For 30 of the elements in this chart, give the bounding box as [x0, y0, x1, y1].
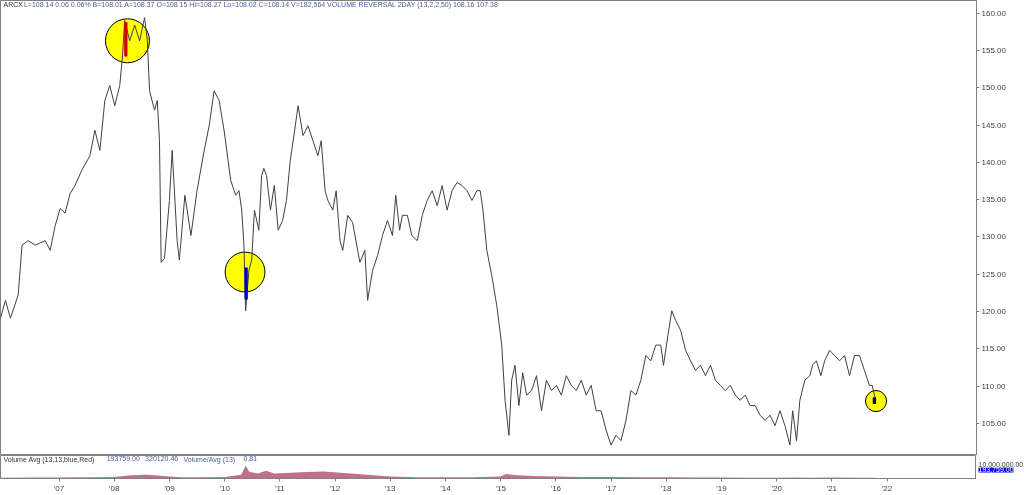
x-tick-label: '19: [716, 483, 728, 493]
y-tick-label: 145.00: [981, 120, 1007, 130]
y-tick-label: 115.00: [981, 344, 1006, 354]
x-tick-label: '17: [605, 483, 617, 493]
y-tick-label: 105.00: [981, 418, 1007, 428]
bar: [244, 267, 248, 300]
y-tick-label: 135.00: [981, 195, 1007, 205]
x-tick-label: '18: [661, 483, 673, 493]
x-tick-label: '16: [550, 483, 562, 493]
y-tick-label: 140.00: [981, 157, 1007, 167]
x-tick-label: '09: [164, 483, 176, 493]
x-tick-label: '14: [440, 483, 452, 493]
x-tick-label: '11: [274, 483, 286, 493]
x-tick-label: '22: [881, 483, 893, 493]
y-tick-label: 155.00: [981, 45, 1007, 55]
y-tick-label: 130.00: [981, 232, 1007, 242]
x-tick-label: '12: [329, 483, 341, 493]
y-tick-label: 150.00: [981, 83, 1007, 93]
y-tick-label: 110.00: [981, 381, 1006, 391]
x-tick-label: '08: [109, 483, 120, 493]
y-tick-label: 120.00: [981, 307, 1007, 317]
x-tick-label: '15: [495, 483, 507, 493]
y-tick-label: 160.00: [981, 8, 1007, 18]
x-tick-label: '21: [826, 483, 838, 493]
y-tick-label: 125.00: [981, 269, 1007, 279]
x-tick-label: '13: [385, 483, 396, 493]
x-tick-label: '10: [219, 483, 231, 493]
x-tick-label: '07: [53, 483, 65, 493]
x-tick-label: '20: [771, 483, 783, 493]
bar: [872, 397, 877, 405]
